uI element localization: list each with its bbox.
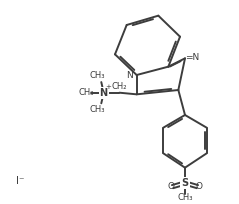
Text: O: O xyxy=(168,182,175,191)
Text: CH₃: CH₃ xyxy=(177,193,193,202)
Text: CH₃: CH₃ xyxy=(89,71,105,80)
Text: +: + xyxy=(105,84,111,90)
Text: O: O xyxy=(195,182,202,191)
Text: CH₃: CH₃ xyxy=(79,88,94,97)
Text: CH₃: CH₃ xyxy=(89,105,105,114)
Text: N: N xyxy=(100,88,108,98)
Text: N: N xyxy=(127,71,133,80)
Text: S: S xyxy=(181,178,189,188)
Text: CH₂: CH₂ xyxy=(112,82,127,91)
Text: =N: =N xyxy=(185,53,199,62)
Text: I⁻: I⁻ xyxy=(16,175,25,186)
